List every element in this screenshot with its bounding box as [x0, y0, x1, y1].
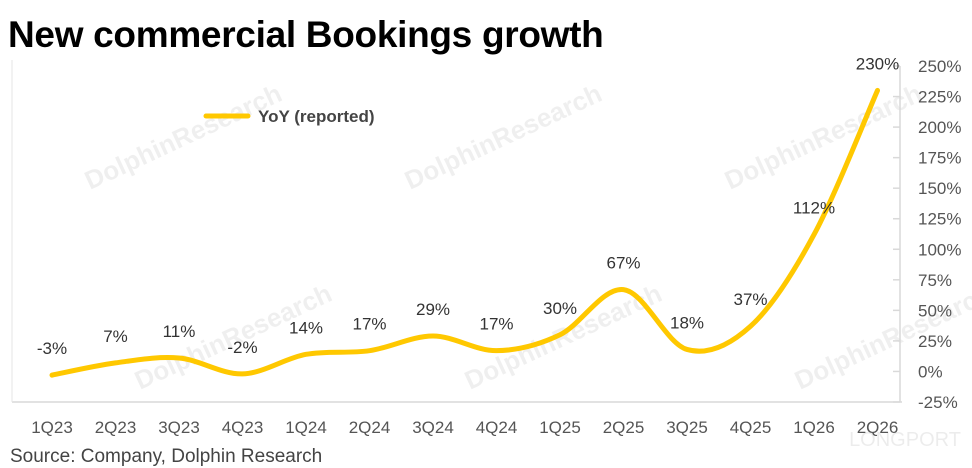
y-tick-label: -25%: [918, 393, 958, 412]
x-tick-label: 3Q23: [158, 418, 200, 437]
y-tick-label: 125%: [918, 210, 961, 229]
x-tick-label: 4Q24: [476, 418, 518, 437]
x-tick-label: 2Q26: [857, 418, 899, 437]
y-tick-label: 225%: [918, 88, 961, 107]
y-tick-label: 75%: [918, 271, 952, 290]
data-label: 30%: [543, 299, 577, 318]
chart-title: New commercial Bookings growth: [8, 14, 604, 55]
y-tick-label: 25%: [918, 332, 952, 351]
x-tick-label: 1Q26: [793, 418, 835, 437]
data-label: 29%: [416, 300, 450, 319]
x-tick-label: 1Q25: [539, 418, 581, 437]
y-tick-label: 0%: [918, 362, 943, 381]
x-tick-label: 2Q25: [603, 418, 645, 437]
watermark: DolphinResearch: [720, 78, 926, 196]
data-label: 112%: [793, 199, 835, 218]
y-tick-label: 50%: [918, 301, 952, 320]
legend-label: YoY (reported): [258, 107, 375, 126]
longport-watermark: LONGPORT: [849, 429, 961, 451]
data-label: 17%: [352, 315, 386, 334]
x-tick-label: 4Q23: [222, 418, 264, 437]
data-label: 17%: [479, 315, 513, 334]
data-label: 14%: [289, 318, 323, 337]
x-tick-label: 1Q24: [285, 418, 327, 437]
data-label: 230%: [856, 54, 899, 73]
data-label: 37%: [733, 290, 767, 309]
data-label: 18%: [670, 313, 704, 332]
watermark: DolphinResearch: [80, 78, 286, 196]
y-tick-label: 200%: [918, 118, 961, 137]
x-tick-label: 2Q24: [349, 418, 391, 437]
data-label: -3%: [37, 339, 67, 358]
y-tick-label: 250%: [918, 57, 961, 76]
data-label: -2%: [227, 338, 257, 357]
watermark: DolphinResearch: [400, 78, 606, 196]
x-tick-label: 3Q25: [666, 418, 708, 437]
y-tick-label: 175%: [918, 149, 961, 168]
x-tick-label: 1Q23: [31, 418, 73, 437]
x-tick-label: 3Q24: [412, 418, 454, 437]
data-label: 11%: [163, 322, 196, 341]
source-note: Source: Company, Dolphin Research: [10, 446, 323, 467]
data-label: 67%: [606, 254, 640, 273]
x-tick-label: 4Q25: [730, 418, 772, 437]
y-tick-label: 100%: [918, 240, 961, 259]
x-tick-label: 2Q23: [95, 418, 137, 437]
y-tick-label: 150%: [918, 179, 961, 198]
series-line-yoy: [49, 87, 880, 378]
data-label: 7%: [103, 327, 128, 346]
